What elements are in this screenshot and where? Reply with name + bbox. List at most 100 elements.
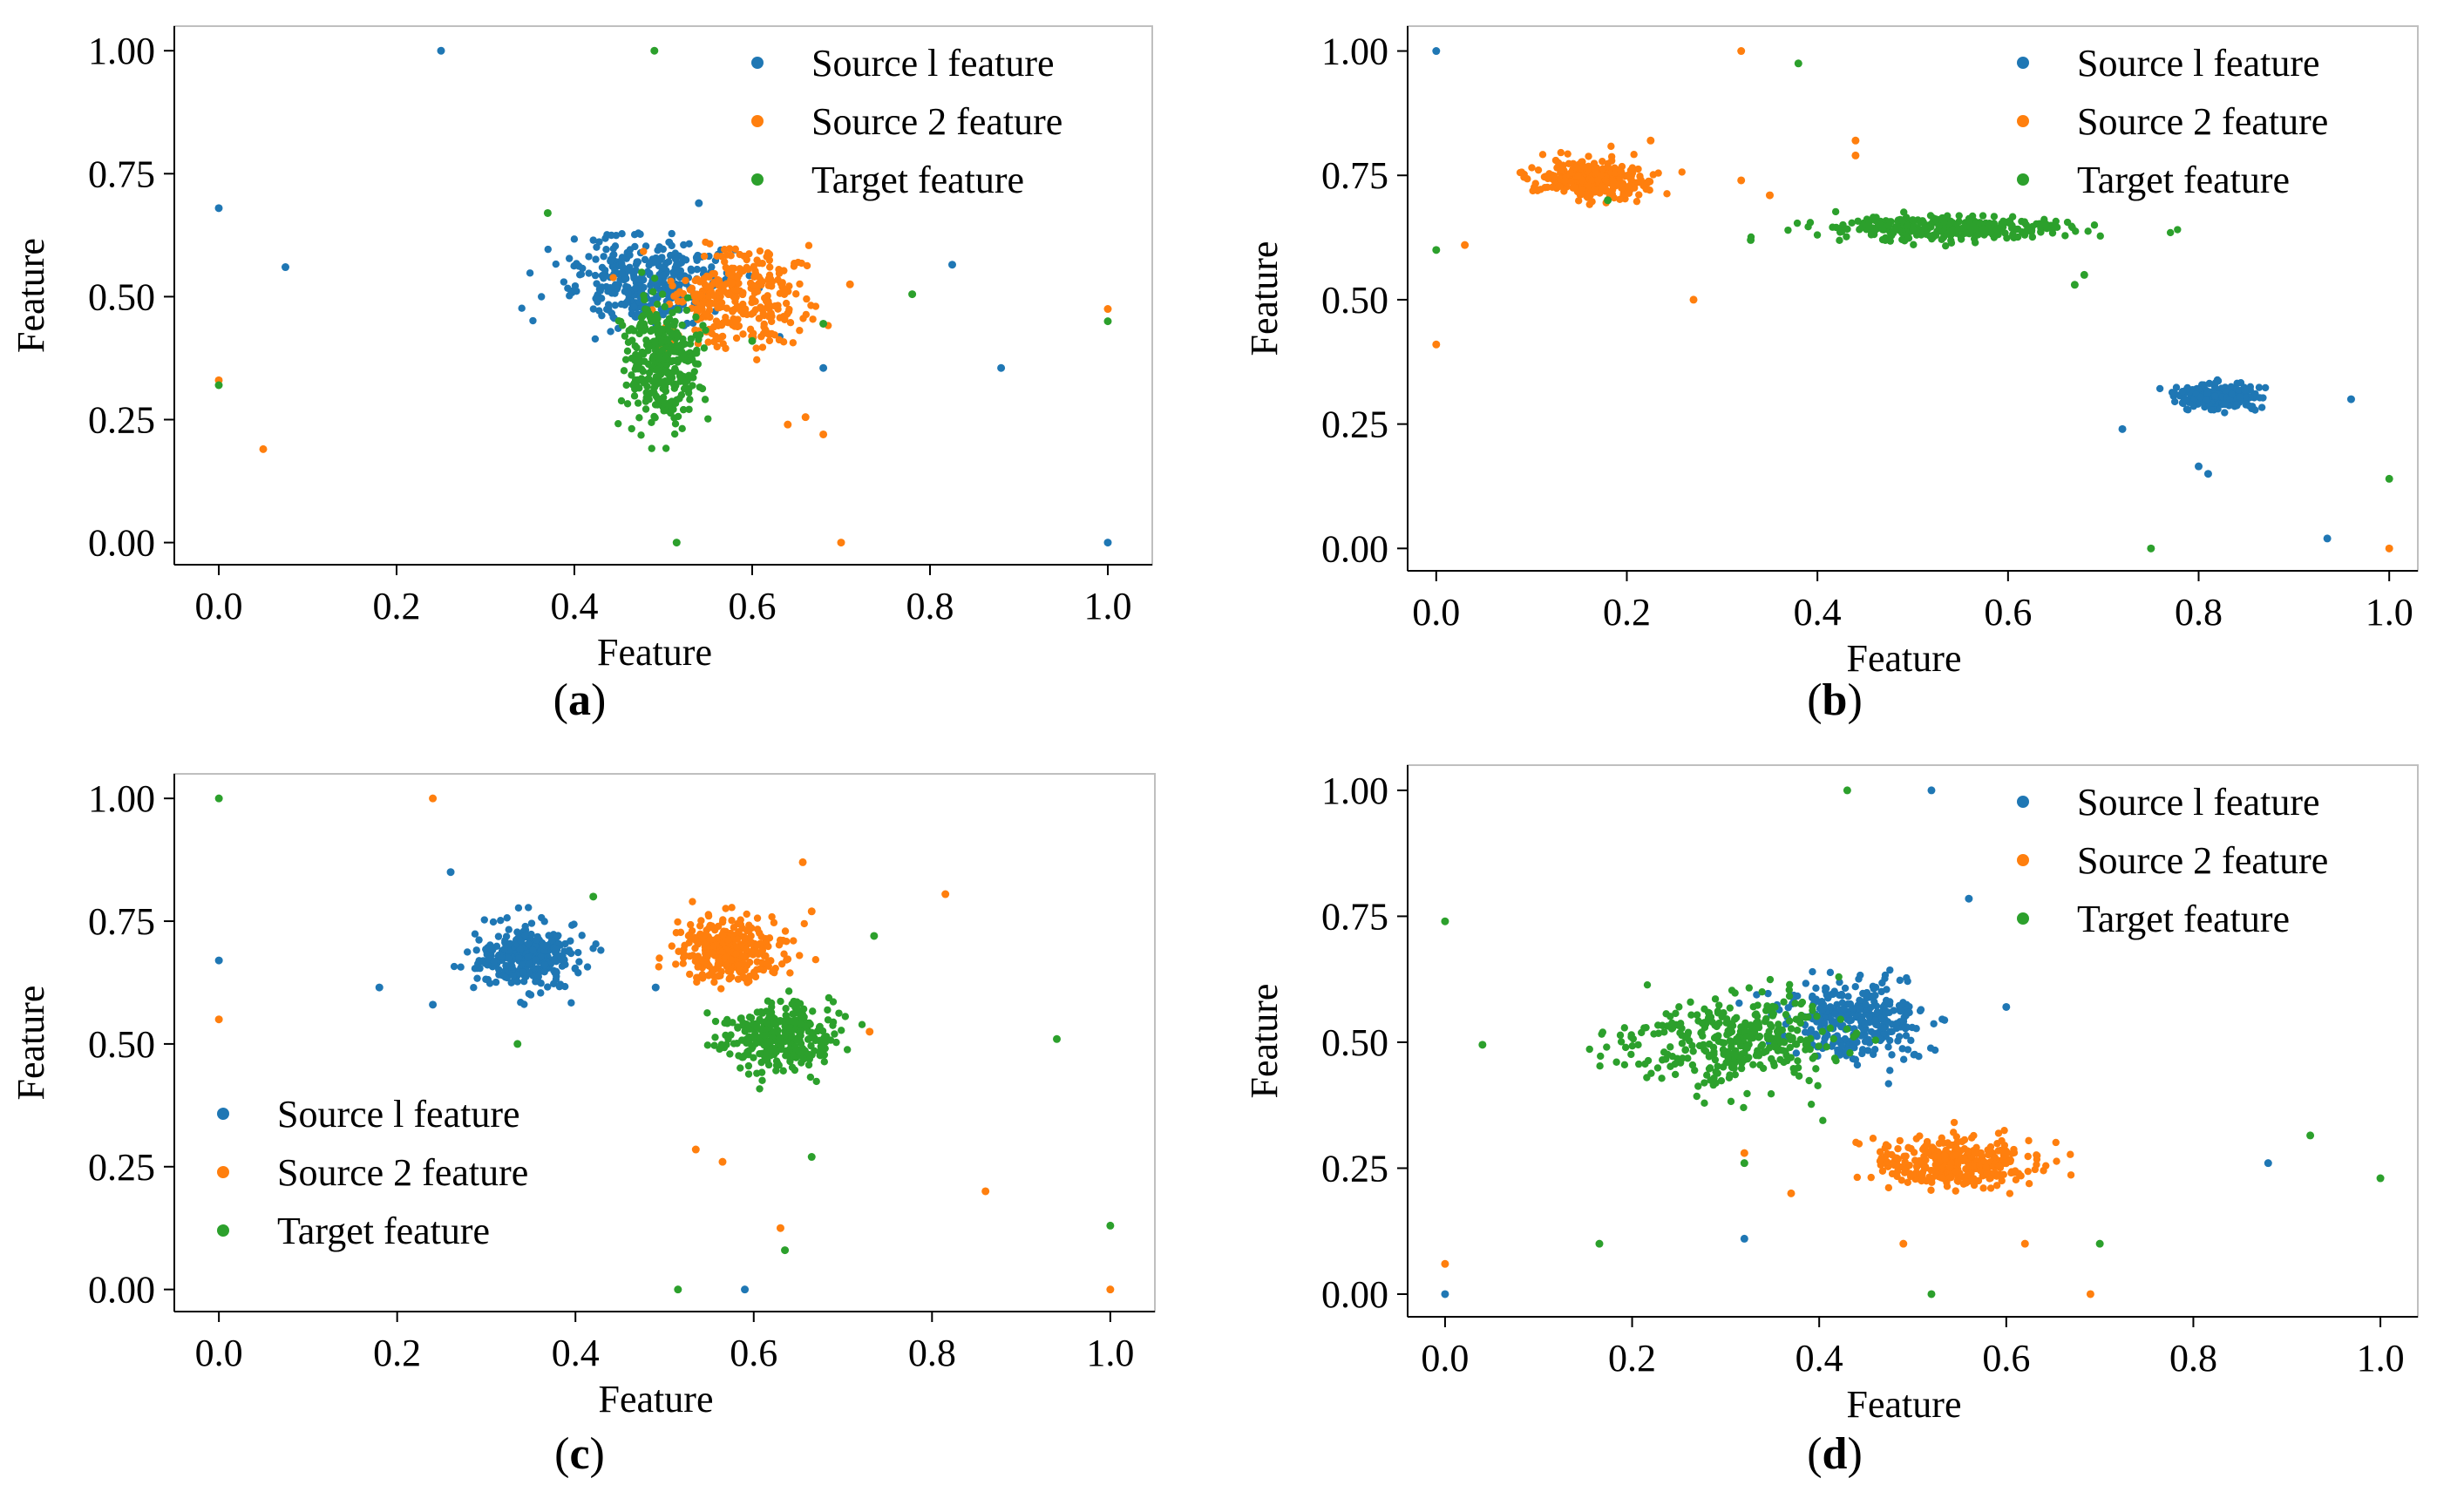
data-point bbox=[747, 932, 755, 940]
data-point bbox=[1520, 173, 1528, 181]
data-point bbox=[1557, 148, 1565, 157]
data-point bbox=[1787, 1025, 1796, 1033]
outlier-point bbox=[807, 1153, 816, 1162]
data-point bbox=[788, 1000, 796, 1008]
data-point bbox=[655, 355, 663, 363]
data-point bbox=[756, 1085, 764, 1093]
data-point bbox=[1909, 226, 1918, 234]
data-point bbox=[679, 959, 687, 967]
data-point bbox=[1735, 999, 1743, 1007]
data-point bbox=[780, 950, 788, 958]
data-point bbox=[1893, 1154, 1901, 1163]
data-point bbox=[655, 243, 663, 251]
data-point bbox=[1645, 177, 1653, 186]
data-point bbox=[1792, 1041, 1801, 1048]
data-point bbox=[1597, 1052, 1605, 1061]
outlier-point bbox=[2147, 544, 2155, 553]
data-point bbox=[550, 955, 559, 964]
data-point bbox=[1841, 984, 1850, 993]
data-point bbox=[733, 944, 741, 952]
y-tick-label: 0.25 bbox=[88, 1146, 155, 1189]
data-point bbox=[2211, 392, 2219, 400]
data-point bbox=[1986, 228, 1995, 236]
data-point bbox=[748, 298, 756, 307]
data-point bbox=[1802, 980, 1810, 987]
data-point bbox=[1601, 176, 1610, 184]
data-point bbox=[1836, 236, 1843, 245]
data-point bbox=[473, 974, 481, 982]
data-point bbox=[1693, 1011, 1701, 1019]
outlier-point bbox=[870, 932, 879, 940]
data-point bbox=[1577, 190, 1585, 198]
data-point bbox=[544, 245, 552, 254]
data-point bbox=[702, 326, 709, 335]
x-tick-label: 0.6 bbox=[1984, 591, 2032, 634]
data-point bbox=[1571, 163, 1580, 172]
data-point bbox=[671, 399, 680, 407]
data-point bbox=[1896, 976, 1904, 985]
data-point bbox=[618, 230, 626, 238]
data-point bbox=[1654, 1029, 1663, 1037]
outlier-point bbox=[672, 539, 681, 547]
data-point bbox=[815, 1023, 824, 1031]
data-point bbox=[711, 1017, 720, 1026]
outlier-point bbox=[1899, 1239, 1908, 1248]
outlier-point bbox=[1747, 235, 1755, 244]
data-point bbox=[1846, 1048, 1854, 1057]
data-point bbox=[743, 310, 751, 319]
data-point bbox=[726, 1050, 734, 1058]
x-tick-label: 0.2 bbox=[1608, 1337, 1656, 1380]
data-point bbox=[2196, 393, 2204, 402]
panel-a: 0.0 0.2 0.4 0.6 0.8 1.0 0.00 0.25 0.50 0.75 1.00 Fe… bbox=[10, 25, 1153, 725]
data-point bbox=[1607, 190, 1616, 198]
data-point bbox=[1959, 1180, 1968, 1188]
data-point bbox=[756, 1049, 764, 1058]
data-point bbox=[1594, 176, 1602, 184]
data-point bbox=[1871, 1016, 1879, 1024]
data-point bbox=[1643, 1074, 1651, 1081]
data-point bbox=[631, 284, 640, 292]
legend: Source l feature Source 2 feature Target f… bbox=[2017, 781, 2328, 940]
outlier-point bbox=[801, 413, 810, 422]
legend-marker bbox=[751, 57, 764, 69]
data-point bbox=[679, 405, 688, 414]
data-point bbox=[2084, 227, 2092, 235]
data-point bbox=[1974, 231, 1982, 239]
data-point bbox=[2189, 402, 2197, 410]
data-point bbox=[1940, 218, 1948, 226]
data-point bbox=[487, 945, 495, 953]
data-point bbox=[636, 322, 644, 329]
data-point bbox=[1740, 1103, 1748, 1112]
data-point bbox=[1836, 228, 1844, 236]
data-point bbox=[724, 936, 732, 944]
data-point bbox=[475, 959, 484, 966]
data-point bbox=[1604, 159, 1612, 168]
data-point bbox=[661, 302, 669, 311]
data-point bbox=[750, 281, 758, 290]
data-point bbox=[540, 960, 549, 969]
data-point bbox=[694, 360, 703, 368]
data-point bbox=[1836, 978, 1843, 987]
outlier-point bbox=[1851, 136, 1860, 145]
data-point bbox=[1972, 223, 1979, 232]
data-point bbox=[591, 271, 600, 280]
data-point bbox=[1693, 1092, 1700, 1101]
data-point bbox=[710, 978, 718, 987]
data-point bbox=[764, 281, 773, 289]
data-point bbox=[758, 343, 767, 351]
data-point bbox=[1979, 225, 1987, 234]
outlier-point bbox=[1106, 1285, 1115, 1294]
data-point bbox=[763, 959, 770, 967]
y-tick-label: 1.00 bbox=[88, 30, 155, 72]
data-point bbox=[1758, 1041, 1767, 1049]
data-point bbox=[796, 1020, 804, 1027]
data-point bbox=[751, 306, 760, 314]
data-point bbox=[645, 342, 653, 349]
data-point bbox=[576, 271, 584, 279]
data-point bbox=[1802, 1041, 1810, 1048]
data-point bbox=[737, 1064, 744, 1072]
data-point bbox=[592, 295, 600, 302]
data-point bbox=[2228, 390, 2236, 398]
data-point bbox=[1992, 225, 2001, 234]
data-point bbox=[1749, 1061, 1757, 1068]
